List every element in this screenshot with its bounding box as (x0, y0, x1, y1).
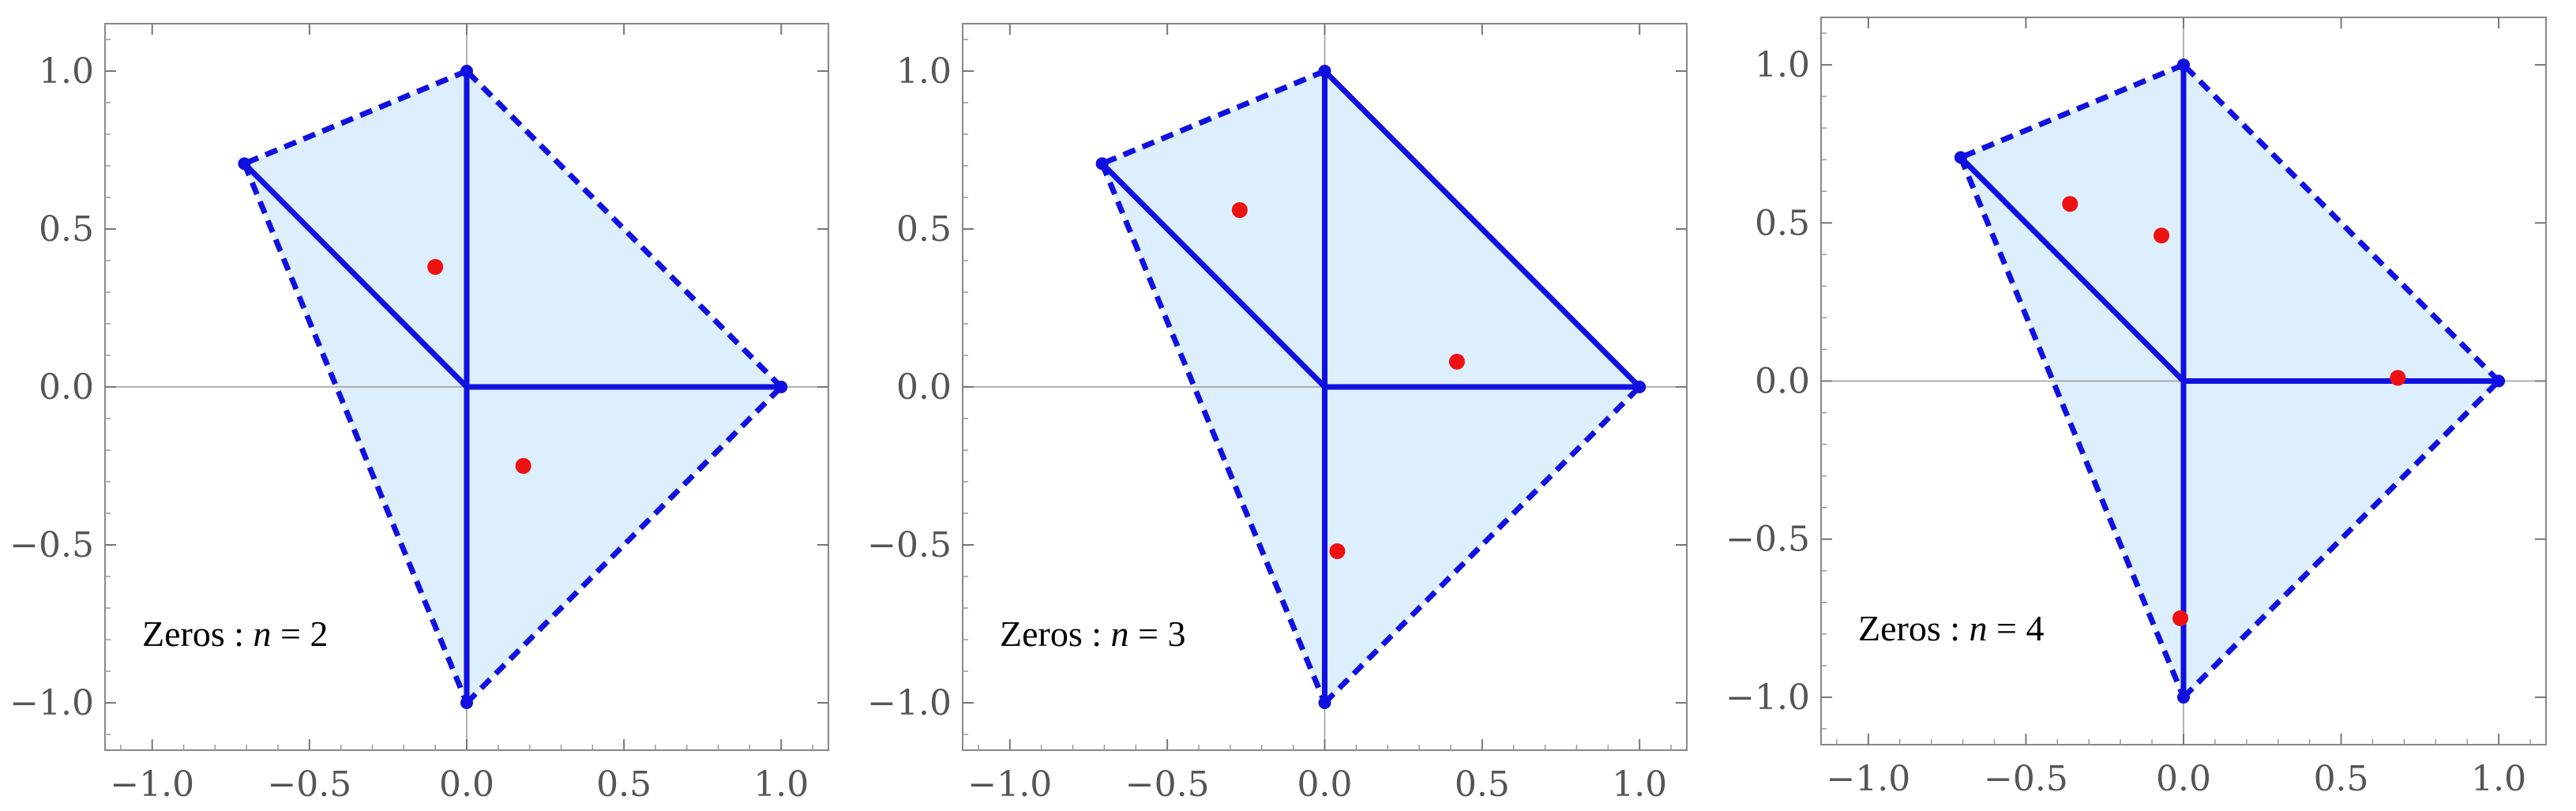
zero-point (1329, 543, 1346, 559)
zero-point (2154, 227, 2170, 244)
annotation-variable: n (253, 614, 272, 654)
y-tick-label: 0.0 (896, 367, 952, 407)
y-tick-label: 0.0 (1755, 362, 1810, 402)
dashed-edge (464, 69, 783, 389)
zero-point (2172, 610, 2189, 626)
y-tick-label: −1.0 (9, 683, 94, 723)
x-tick-label: −1.0 (110, 764, 194, 805)
zero-point (2062, 196, 2078, 212)
y-tick-label: −0.5 (867, 525, 952, 565)
zeros-annotation: Zeros : n = 3 (1000, 614, 1185, 654)
x-tick-label: 1.0 (2471, 759, 2526, 799)
x-tick-label: 0.5 (596, 764, 652, 805)
x-tick-label: 0.5 (1455, 764, 1510, 805)
vertex-point (1954, 151, 1967, 164)
vertex-point (460, 65, 473, 77)
y-tick-label: −1.0 (1725, 678, 1810, 718)
chart-panel-2: −1.0 −0.5 0.0 0.5 1.0 −1.0 −0.5 0.0 0.5 1.0 Zeros … (867, 23, 1688, 805)
zeros-annotation: Zeros : n = 4 (1858, 608, 2044, 648)
solid-segment (1099, 160, 1327, 390)
annotation-prefix: Zeros : (1000, 614, 1111, 654)
annotation-value: = 2 (272, 614, 329, 654)
dashed-edge (1323, 385, 1642, 705)
chart-panel-3: −1.0 −0.5 0.0 0.5 1.0 −1.0 −0.5 0.0 0.5 1.0 Zeros … (1725, 17, 2547, 799)
y-tick-label: 1.0 (1755, 45, 1810, 85)
annotation-variable: n (1970, 608, 1988, 648)
zero-point (1448, 354, 1465, 370)
annotation-variable: n (1111, 614, 1129, 654)
zeros-annotation: Zeros : n = 2 (142, 614, 328, 654)
vertex-point (775, 381, 788, 393)
x-tick-label: 0.0 (2156, 759, 2211, 799)
y-tick-label: 0.5 (1755, 203, 1810, 243)
y-tick-label: 0.0 (39, 367, 94, 407)
vertex-point (238, 157, 251, 171)
vertex-point (2177, 690, 2190, 704)
annotation-value: = 3 (1129, 614, 1186, 654)
x-tick-label: 0.0 (439, 764, 494, 805)
x-tick-label: 1.0 (753, 764, 809, 805)
zero-point (515, 458, 531, 474)
zero-point (1231, 202, 1248, 218)
x-tick-label: −0.5 (1984, 759, 2068, 799)
dashed-edge (242, 162, 470, 704)
vertex-point (460, 696, 473, 709)
solid-segment (241, 160, 470, 390)
x-tick-label: −0.5 (1125, 764, 1210, 805)
x-tick-label: 0.0 (1297, 764, 1353, 805)
solid-segment (1958, 154, 2187, 384)
x-tick-label: −1.0 (967, 764, 1052, 805)
y-tick-label: −0.5 (1725, 520, 1810, 560)
vertex-point (2492, 374, 2506, 388)
y-tick-label: −0.5 (9, 525, 94, 565)
y-tick-label: 0.5 (39, 209, 94, 250)
x-tick-label: −0.5 (267, 764, 351, 805)
x-tick-label: 0.5 (2314, 759, 2369, 799)
dashed-edge (2181, 62, 2501, 383)
solid-segment (1322, 68, 1643, 390)
vertex-point (1633, 381, 1647, 393)
vertex-point (2177, 58, 2190, 72)
y-tick-label: 1.0 (896, 51, 952, 92)
x-tick-label: −1.0 (1826, 759, 1910, 799)
chart-panel-1: −1.0 −0.5 0.0 0.5 1.0 −1.0 −0.5 0.0 0.5 1.0 Zeros … (9, 23, 829, 805)
zero-point (2390, 370, 2406, 386)
y-tick-label: 1.0 (39, 51, 94, 92)
vertex-point (1318, 65, 1331, 77)
dashed-edge (464, 385, 783, 705)
dashed-edge (2181, 379, 2501, 700)
y-tick-label: 0.5 (896, 209, 952, 250)
dashed-edge (1958, 156, 2187, 699)
vertex-point (1318, 696, 1331, 709)
vertex-point (1095, 157, 1109, 171)
dashed-edge (1099, 162, 1327, 704)
zero-point (427, 259, 444, 275)
annotation-prefix: Zeros : (142, 614, 253, 654)
x-tick-label: 1.0 (1612, 764, 1667, 805)
annotation-value: = 4 (1988, 608, 2045, 648)
annotation-prefix: Zeros : (1858, 608, 1970, 648)
y-tick-label: −1.0 (867, 683, 952, 723)
